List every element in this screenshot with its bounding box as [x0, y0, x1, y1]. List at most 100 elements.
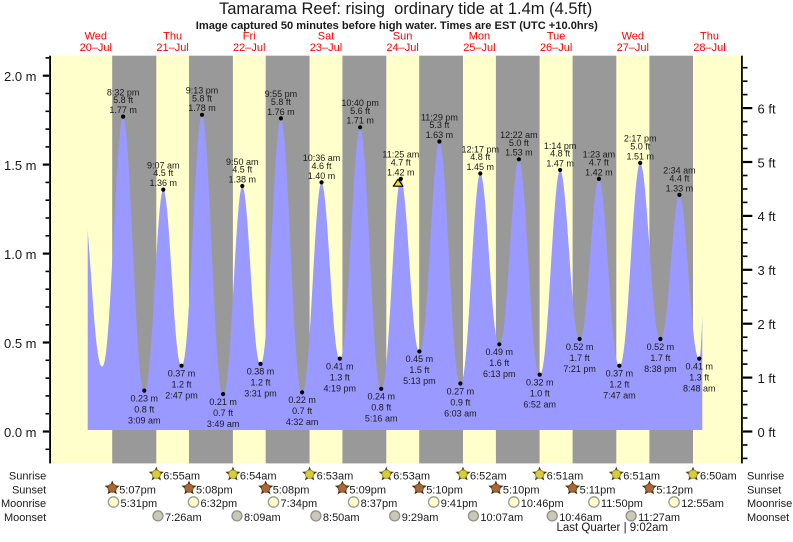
- svg-text:8:09am: 8:09am: [244, 512, 281, 524]
- svg-text:6 ft: 6 ft: [758, 101, 776, 116]
- svg-text:0.0 m: 0.0 m: [4, 425, 37, 440]
- svg-text:8:37pm: 8:37pm: [361, 498, 398, 510]
- svg-text:Wed: Wed: [622, 31, 644, 43]
- svg-text:0.8 ft: 0.8 ft: [134, 404, 155, 414]
- svg-text:5:16 am: 5:16 am: [365, 414, 398, 424]
- svg-text:1.2 ft: 1.2 ft: [609, 380, 630, 390]
- svg-text:6:50am: 6:50am: [700, 470, 737, 482]
- svg-text:6:53am: 6:53am: [317, 470, 354, 482]
- svg-text:2 ft: 2 ft: [758, 317, 776, 332]
- svg-text:9:50 am: 9:50 am: [226, 157, 259, 167]
- svg-text:28–Jul: 28–Jul: [693, 42, 725, 54]
- svg-text:0.37 m: 0.37 m: [168, 369, 196, 379]
- svg-text:1.3 ft: 1.3 ft: [330, 372, 351, 382]
- svg-text:5:13 pm: 5:13 pm: [403, 376, 436, 386]
- svg-text:Moonrise: Moonrise: [1, 498, 46, 510]
- svg-text:0.22 m: 0.22 m: [288, 395, 316, 405]
- svg-text:1.51 m: 1.51 m: [626, 151, 654, 161]
- svg-text:5:08pm: 5:08pm: [273, 484, 310, 496]
- svg-text:1.7 ft: 1.7 ft: [570, 353, 591, 363]
- svg-text:Fri: Fri: [243, 31, 256, 43]
- svg-text:10:40 pm: 10:40 pm: [341, 98, 379, 108]
- svg-text:1.0 ft: 1.0 ft: [530, 388, 551, 398]
- svg-text:1.47 m: 1.47 m: [546, 158, 574, 168]
- svg-text:1.42 m: 1.42 m: [387, 167, 415, 177]
- svg-text:Sunset: Sunset: [12, 484, 46, 496]
- svg-text:0.27 m: 0.27 m: [447, 386, 475, 396]
- svg-text:Sun: Sun: [393, 31, 413, 43]
- svg-text:0.23 m: 0.23 m: [131, 393, 159, 403]
- svg-text:21–Jul: 21–Jul: [156, 42, 188, 54]
- svg-text:6:51am: 6:51am: [623, 470, 660, 482]
- svg-text:6:53am: 6:53am: [393, 470, 430, 482]
- svg-text:5:10pm: 5:10pm: [426, 484, 463, 496]
- svg-text:0.7 ft: 0.7 ft: [292, 406, 313, 416]
- svg-text:Sunrise: Sunrise: [747, 470, 784, 482]
- svg-text:1.5 ft: 1.5 ft: [409, 365, 430, 375]
- svg-text:1.3 ft: 1.3 ft: [689, 372, 710, 382]
- svg-text:1.5 m: 1.5 m: [4, 158, 37, 173]
- svg-text:5.8 ft: 5.8 ft: [271, 97, 292, 107]
- svg-text:Last Quarter | 9:02am: Last Quarter | 9:02am: [556, 522, 668, 534]
- svg-text:0.52 m: 0.52 m: [566, 342, 594, 352]
- svg-text:5:12pm: 5:12pm: [656, 484, 693, 496]
- svg-text:3:31 pm: 3:31 pm: [244, 389, 277, 399]
- svg-text:6:55am: 6:55am: [163, 470, 200, 482]
- svg-text:5:31pm: 5:31pm: [121, 498, 158, 510]
- svg-text:1.63 m: 1.63 m: [426, 130, 454, 140]
- svg-text:0.24 m: 0.24 m: [367, 392, 395, 402]
- svg-text:1.0 m: 1.0 m: [4, 247, 37, 262]
- svg-text:11:27am: 11:27am: [638, 512, 680, 524]
- svg-text:9:07 am: 9:07 am: [147, 160, 180, 170]
- svg-text:2.0 m: 2.0 m: [4, 69, 37, 84]
- svg-text:6:51am: 6:51am: [547, 470, 584, 482]
- svg-text:0.37 m: 0.37 m: [606, 369, 634, 379]
- svg-text:1.71 m: 1.71 m: [346, 116, 374, 126]
- svg-text:2:17 pm: 2:17 pm: [624, 134, 657, 144]
- svg-text:7:26am: 7:26am: [165, 512, 202, 524]
- svg-text:0.38 m: 0.38 m: [247, 367, 275, 377]
- svg-text:1.45 m: 1.45 m: [467, 162, 495, 172]
- svg-text:1 ft: 1 ft: [758, 371, 776, 386]
- svg-text:5:07pm: 5:07pm: [119, 484, 156, 496]
- svg-text:Mon: Mon: [469, 31, 490, 43]
- svg-text:Moonset: Moonset: [747, 512, 789, 524]
- svg-text:8:50am: 8:50am: [323, 512, 360, 524]
- svg-text:Sunrise: Sunrise: [9, 470, 46, 482]
- svg-text:1:23 am: 1:23 am: [583, 150, 616, 160]
- svg-text:11:29 pm: 11:29 pm: [421, 112, 458, 122]
- svg-text:10:46am: 10:46am: [559, 512, 602, 524]
- svg-text:0.21 m: 0.21 m: [209, 397, 237, 407]
- svg-text:4.7 ft: 4.7 ft: [391, 158, 412, 168]
- svg-text:7:21 pm: 7:21 pm: [563, 364, 596, 374]
- svg-text:Tue: Tue: [547, 31, 566, 43]
- svg-text:0.7 ft: 0.7 ft: [213, 408, 234, 418]
- svg-text:3:09 am: 3:09 am: [128, 415, 161, 425]
- svg-text:1.2 ft: 1.2 ft: [250, 378, 271, 388]
- svg-text:9:29am: 9:29am: [402, 512, 439, 524]
- svg-text:1.33 m: 1.33 m: [666, 183, 694, 193]
- svg-text:5.0 ft: 5.0 ft: [630, 142, 651, 152]
- svg-text:8:48 am: 8:48 am: [683, 383, 716, 393]
- svg-text:6:54am: 6:54am: [240, 470, 277, 482]
- svg-text:5.3 ft: 5.3 ft: [429, 120, 450, 130]
- svg-text:3:49 am: 3:49 am: [207, 419, 240, 429]
- svg-text:0.5 m: 0.5 m: [4, 336, 37, 351]
- svg-text:1.42 m: 1.42 m: [585, 167, 613, 177]
- svg-text:0.8 ft: 0.8 ft: [371, 403, 392, 413]
- svg-text:5.8 ft: 5.8 ft: [113, 95, 134, 105]
- svg-text:Moonrise: Moonrise: [747, 498, 792, 510]
- svg-text:1.2 ft: 1.2 ft: [171, 380, 192, 390]
- svg-text:11:25 am: 11:25 am: [382, 150, 419, 160]
- svg-text:4.5 ft: 4.5 ft: [153, 168, 174, 178]
- svg-text:1.77 m: 1.77 m: [109, 105, 137, 115]
- svg-text:7:34pm: 7:34pm: [281, 498, 318, 510]
- svg-text:1.38 m: 1.38 m: [229, 174, 257, 184]
- svg-text:12:55am: 12:55am: [681, 498, 724, 510]
- svg-text:12:17 pm: 12:17 pm: [462, 144, 500, 154]
- svg-text:4.8 ft: 4.8 ft: [470, 152, 491, 162]
- svg-text:1.7 ft: 1.7 ft: [650, 353, 671, 363]
- svg-text:9:13 pm: 9:13 pm: [186, 86, 219, 96]
- svg-text:1.40 m: 1.40 m: [308, 171, 336, 181]
- svg-text:1:14 pm: 1:14 pm: [544, 141, 577, 151]
